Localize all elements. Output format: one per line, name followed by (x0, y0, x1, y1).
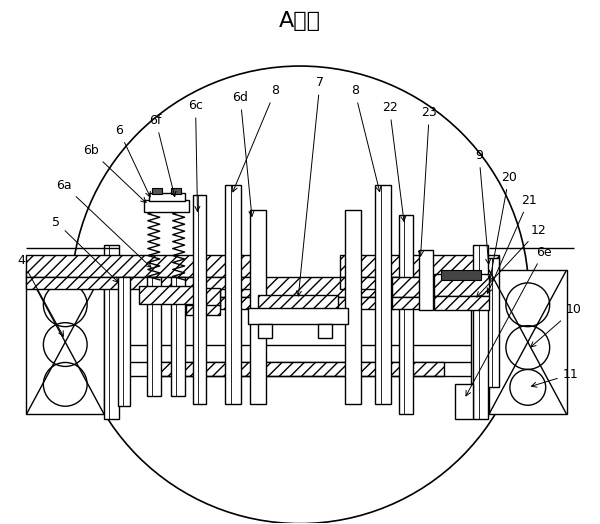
Bar (193, 195, 206, 404)
Text: 6c: 6c (188, 100, 203, 211)
Text: 21: 21 (487, 194, 536, 293)
Bar (250, 210, 266, 404)
Text: 12: 12 (476, 224, 547, 297)
Bar (226, 185, 241, 404)
Text: 20: 20 (488, 171, 517, 281)
Bar (419, 250, 433, 310)
Bar (26, 270, 104, 414)
Bar (489, 270, 566, 414)
Bar (144, 200, 188, 212)
Bar (400, 215, 413, 414)
Bar (104, 245, 119, 419)
Bar (441, 270, 481, 280)
Text: 6: 6 (115, 124, 150, 197)
Bar (455, 384, 473, 419)
Text: 6e: 6e (466, 246, 551, 396)
Bar (220, 277, 394, 297)
Text: 6f: 6f (149, 114, 176, 196)
Bar (118, 277, 130, 406)
Bar (471, 277, 483, 406)
Text: 8: 8 (232, 84, 279, 192)
Text: 7: 7 (296, 77, 324, 296)
Bar (340, 277, 499, 289)
Text: 10: 10 (531, 303, 581, 347)
Text: 5: 5 (52, 216, 118, 282)
Bar (26, 255, 260, 277)
Bar (345, 210, 361, 404)
Bar (185, 305, 220, 315)
Bar (147, 277, 161, 396)
Bar (476, 345, 496, 376)
Bar (473, 245, 488, 419)
Bar (258, 324, 272, 337)
Bar (156, 363, 444, 376)
Bar (340, 255, 499, 277)
Bar (434, 274, 489, 296)
Bar (118, 345, 476, 363)
Text: 4: 4 (17, 254, 64, 336)
Bar (392, 297, 436, 309)
Bar (220, 297, 394, 309)
Bar (170, 189, 181, 194)
Text: A放大: A放大 (279, 12, 321, 31)
Bar (392, 277, 436, 297)
Bar (318, 324, 332, 337)
Text: 22: 22 (382, 101, 406, 221)
Text: 9: 9 (475, 149, 491, 264)
Bar (149, 193, 185, 201)
Text: 6d: 6d (232, 91, 254, 216)
Bar (374, 185, 391, 404)
Bar (185, 288, 220, 306)
Text: 11: 11 (532, 368, 578, 387)
Text: 8: 8 (351, 84, 381, 192)
Bar (434, 296, 489, 310)
Bar (170, 277, 185, 396)
Bar (139, 286, 199, 304)
Text: 6a: 6a (56, 179, 151, 267)
Bar (26, 277, 260, 289)
Bar (487, 258, 499, 387)
Text: 23: 23 (418, 106, 437, 256)
Text: 6b: 6b (83, 144, 146, 203)
Bar (152, 189, 162, 194)
Bar (248, 308, 348, 324)
Bar (258, 295, 338, 315)
